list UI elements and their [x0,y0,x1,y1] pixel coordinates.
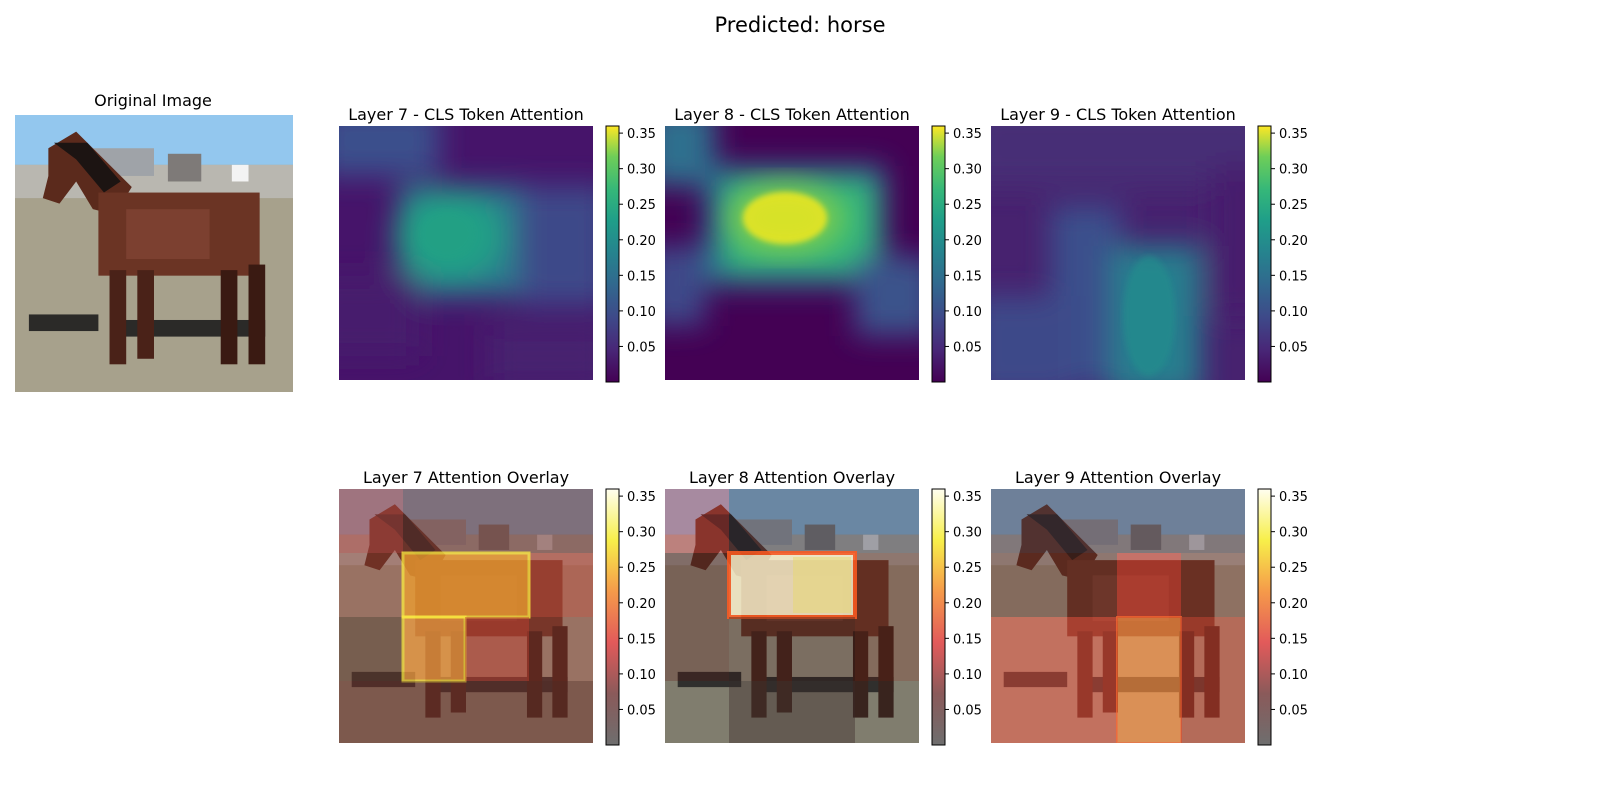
colorbar-2: 0.05 0.10 0.15 0.20 0.25 0.30 0.35 [931,125,982,383]
original-image-title: Original Image [94,91,212,110]
heatmap-layer-7: Layer 7 - CLS Token Attention [339,105,593,380]
original-horse-image [15,115,293,392]
colorbar-tick-label: 0.30 [1279,163,1308,178]
colorbar-gradient [605,125,620,383]
colorbar-gradient [605,488,620,746]
colorbar-tick-label: 0.25 [953,198,982,213]
colorbar-tick-label: 0.35 [627,127,656,142]
overlay-layer-7-title: Layer 7 Attention Overlay [363,468,569,487]
colorbar-tick-label: 0.15 [953,269,982,284]
colorbar-tick-label: 0.10 [953,668,982,683]
heatmap-layer-9-title: Layer 9 - CLS Token Attention [1000,105,1236,124]
colorbar-tick-label: 0.25 [627,198,656,213]
colorbar-tick-label: 0.10 [1279,668,1308,683]
heatmap-layer-8-title: Layer 8 - CLS Token Attention [674,105,910,124]
figure-suptitle: Predicted: horse [715,13,886,37]
original-image-panel: Original Image [15,91,293,392]
colorbar-gradient [1257,125,1272,383]
overlay-layer-9: Layer 9 Attention Overlay [991,468,1245,743]
colorbar-tick-label: 0.20 [1279,597,1308,612]
colorbar-tick-label: 0.25 [1279,561,1308,576]
colorbars: 0.05 0.10 0.15 0.20 0.25 0.30 0.35 0.05 0.10 0.15… [605,125,1308,746]
colorbar-gradient [1257,488,1272,746]
colorbar-tick-label: 0.05 [953,340,982,355]
colorbar-tick-label: 0.05 [953,703,982,718]
colorbar-4: 0.05 0.10 0.15 0.20 0.25 0.30 0.35 [605,488,656,746]
overlay-layer-8-title: Layer 8 Attention Overlay [689,468,895,487]
colorbar-1: 0.05 0.10 0.15 0.20 0.25 0.30 0.35 [605,125,656,383]
colorbar-tick-label: 0.05 [627,703,656,718]
colorbar-tick-label: 0.10 [627,305,656,320]
colorbar-tick-label: 0.30 [953,526,982,541]
colorbar-tick-label: 0.30 [1279,526,1308,541]
colorbar-tick-label: 0.35 [627,490,656,505]
colorbar-tick-label: 0.30 [627,526,656,541]
colorbar-tick-label: 0.35 [1279,127,1308,142]
heatmap-layer-9: Layer 9 - CLS Token Attention [991,105,1245,380]
colorbar-tick-label: 0.20 [627,234,656,249]
colorbar-5: 0.05 0.10 0.15 0.20 0.25 0.30 0.35 [931,488,982,746]
colorbar-tick-label: 0.35 [953,490,982,505]
colorbar-tick-label: 0.25 [627,561,656,576]
heatmap-layer-8: Layer 8 - CLS Token Attention [665,105,919,380]
colorbar-tick-label: 0.15 [627,269,656,284]
colorbar-tick-label: 0.15 [627,632,656,647]
colorbar-6: 0.05 0.10 0.15 0.20 0.25 0.30 0.35 [1257,488,1308,746]
overlay-layer-9-title: Layer 9 Attention Overlay [1015,468,1221,487]
colorbar-tick-label: 0.05 [1279,340,1308,355]
colorbar-tick-label: 0.10 [627,668,656,683]
colorbar-tick-label: 0.35 [953,127,982,142]
colorbar-tick-label: 0.05 [627,340,656,355]
colorbar-tick-label: 0.10 [953,305,982,320]
colorbar-tick-label: 0.20 [953,597,982,612]
colorbar-tick-label: 0.10 [1279,305,1308,320]
colorbar-tick-label: 0.25 [953,561,982,576]
colorbar-tick-label: 0.20 [953,234,982,249]
overlay-layer-8: Layer 8 Attention Overlay [665,468,919,743]
overlay-layer-7: Layer 7 Attention Overlay [339,468,593,743]
colorbar-tick-label: 0.35 [1279,490,1308,505]
colorbar-tick-label: 0.15 [953,632,982,647]
colorbar-tick-label: 0.25 [1279,198,1308,213]
colorbar-gradient [931,488,946,746]
colorbar-tick-label: 0.20 [627,597,656,612]
colorbar-tick-label: 0.30 [627,163,656,178]
colorbar-gradient [931,125,946,383]
heatmap-layer-7-title: Layer 7 - CLS Token Attention [348,105,584,124]
colorbar-tick-label: 0.15 [1279,632,1308,647]
colorbar-tick-label: 0.30 [953,163,982,178]
colorbar-tick-label: 0.15 [1279,269,1308,284]
colorbar-tick-label: 0.20 [1279,234,1308,249]
colorbar-tick-label: 0.05 [1279,703,1308,718]
colorbar-3: 0.05 0.10 0.15 0.20 0.25 0.30 0.35 [1257,125,1308,383]
